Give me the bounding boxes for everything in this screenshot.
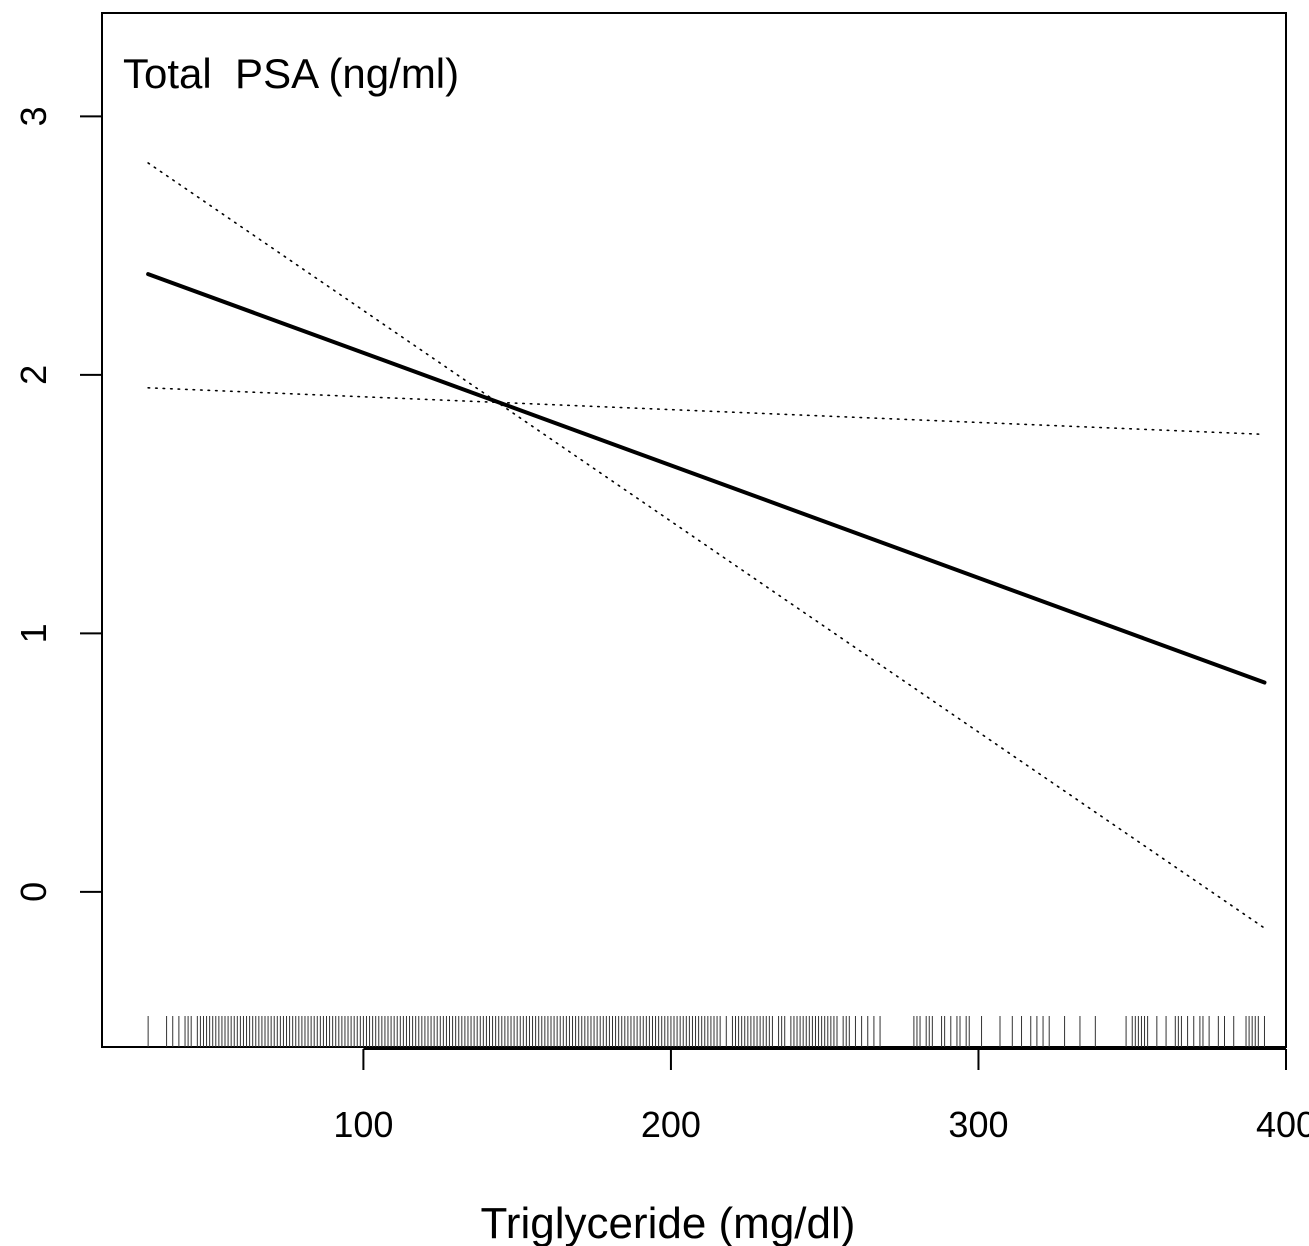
rug-layer [147, 1016, 1265, 1047]
y-tick-label: 3 [13, 106, 54, 126]
y-tick-label: 1 [13, 623, 54, 643]
x-tick-label: 200 [641, 1104, 701, 1145]
y-axis: 0 1 2 3 [13, 106, 103, 902]
y-tick-label: 0 [13, 882, 54, 902]
x-tick-label: 100 [333, 1104, 393, 1145]
x-axis: 100 200 300 400 [333, 1048, 1309, 1145]
chart-title: Total PSA (ng/ml) [123, 50, 459, 97]
fit-line [146, 272, 1267, 685]
x-tick-label: 300 [948, 1104, 1008, 1145]
plot-frame [101, 12, 1287, 1048]
y-tick-label: 2 [13, 365, 54, 385]
confidence-line [147, 387, 1266, 436]
x-axis-label: Triglyceride (mg/dl) [481, 1199, 856, 1246]
x-tick-label: 400 [1256, 1104, 1309, 1145]
series-layer [146, 162, 1267, 929]
confidence-line [147, 162, 1266, 929]
